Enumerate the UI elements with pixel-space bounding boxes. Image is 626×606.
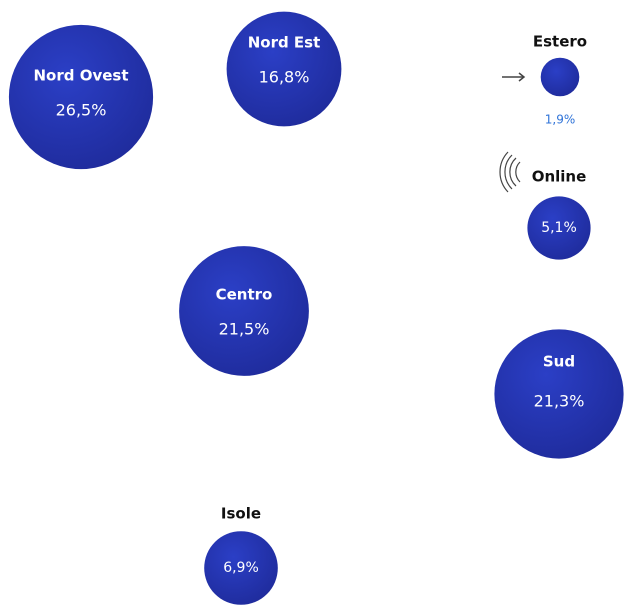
bubble-value-nord-est: 16,8% xyxy=(259,68,310,87)
bubble-name-online: Online xyxy=(532,168,587,186)
bubble-value-estero: 1,9% xyxy=(545,113,576,127)
bubble-name-sud: Sud xyxy=(543,353,575,371)
bubble-name-nord-est: Nord Est xyxy=(248,34,321,52)
signal-waves-icon xyxy=(499,151,521,193)
bubble-name-nord-ovest: Nord Ovest xyxy=(33,67,128,85)
arrow-right-icon xyxy=(502,72,526,82)
bubble-name-isole: Isole xyxy=(221,505,261,523)
bubble-value-sud: 21,3% xyxy=(534,392,585,411)
bubble-isole xyxy=(204,531,278,605)
bubble-online xyxy=(527,196,591,260)
bubble-value-isole: 6,9% xyxy=(223,560,259,576)
bubble-centro xyxy=(179,246,309,376)
bubble-value-online: 5,1% xyxy=(541,220,577,236)
bubble-sud xyxy=(494,329,624,459)
bubble-estero xyxy=(540,57,580,97)
bubble-name-centro: Centro xyxy=(216,286,273,304)
bubble-nord-ovest xyxy=(8,24,154,170)
bubble-value-nord-ovest: 26,5% xyxy=(56,101,107,120)
bubble-value-centro: 21,5% xyxy=(219,320,270,339)
bubble-nord-est xyxy=(226,11,342,127)
bubble-name-estero: Estero xyxy=(533,33,587,51)
